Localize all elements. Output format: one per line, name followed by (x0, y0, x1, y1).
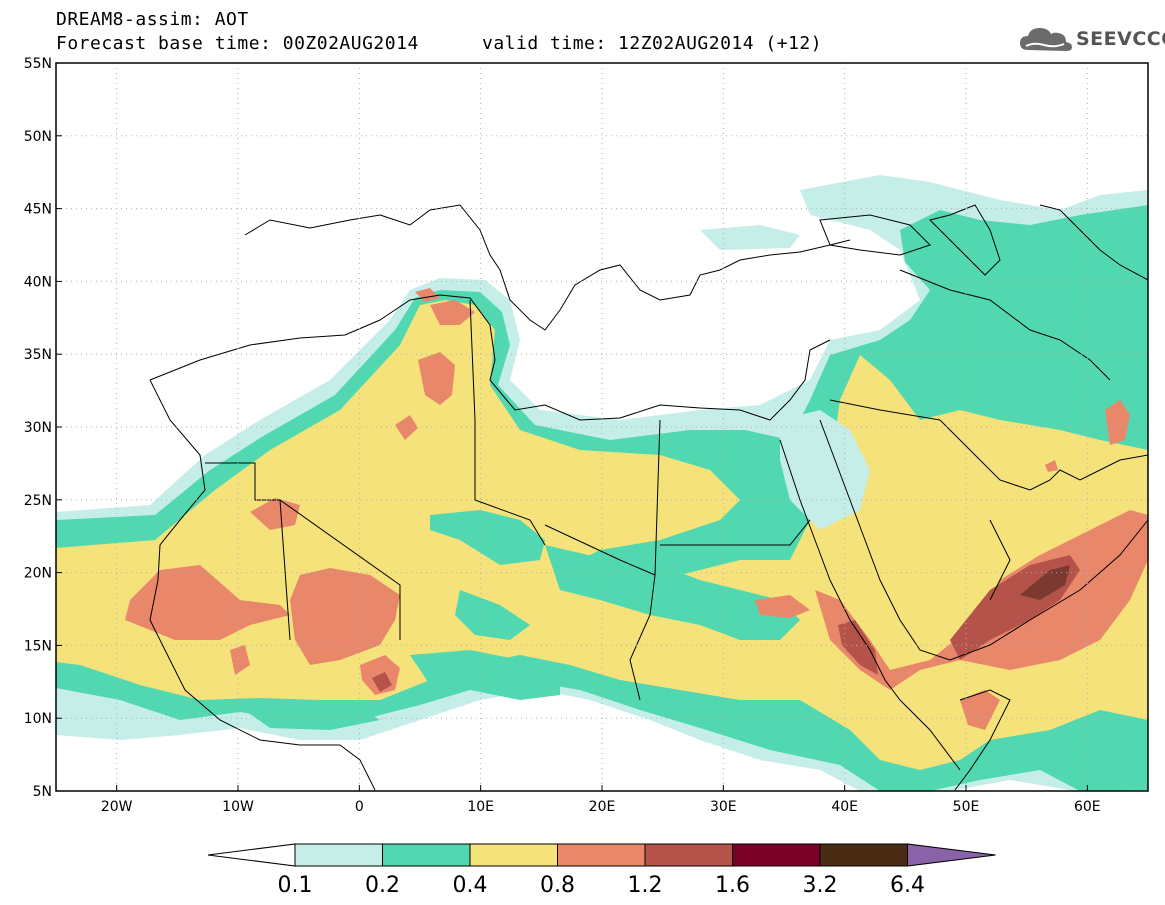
border (279, 499, 401, 640)
aot-level-0.8 (415, 288, 440, 302)
aot-level-0.8 (250, 498, 300, 530)
lat-tick-label: 15N (24, 638, 52, 654)
coastline-red-sea (779, 439, 961, 771)
aot-level-0.8 (960, 690, 1000, 730)
colorbar-swatch (644, 843, 733, 867)
lon-tick-label: 30E (710, 799, 737, 815)
grid (56, 63, 1148, 791)
lat-tick-label: 55N (24, 56, 52, 72)
aot-patch (430, 510, 545, 565)
border (629, 574, 656, 701)
colorbar-label: 0.4 (453, 873, 488, 898)
longitude-axis: 20W 10W 0 10E 20E 30E 40E 50E 60E (101, 785, 1101, 815)
valid-time: valid time: 12Z02AUG2014 (+12) (482, 33, 823, 54)
colorbar-label: 6.4 (890, 873, 925, 898)
aot-level-0.8 (815, 510, 1148, 690)
seevccc-logo: SEEVCCC (1018, 24, 1165, 54)
aot-patch (230, 700, 380, 730)
colorbar-swatch (732, 843, 821, 867)
lon-tick-label: 20E (589, 799, 616, 815)
aot-patch (780, 410, 870, 530)
border (829, 399, 941, 421)
lat-tick-label: 30N (24, 420, 52, 436)
lat-tick-label: 45N (24, 202, 52, 218)
aot-level-0.8 (125, 565, 290, 640)
lon-tick-label: 40E (831, 799, 858, 815)
border (899, 269, 1111, 381)
border (660, 519, 811, 546)
aot-level-0.8 (430, 300, 475, 325)
lat-tick-label: 5N (33, 784, 52, 800)
coastline-west-africa (149, 379, 376, 791)
aot-level-0.8 (1105, 400, 1130, 445)
aot-level-0.8 (755, 595, 810, 618)
colorbar-swatch (382, 843, 471, 867)
plot-title: DREAM8-assim: AOT (56, 9, 249, 30)
coastline-black-sea (819, 214, 931, 256)
lon-tick-label: 0 (355, 799, 364, 815)
colorbar-swatch (557, 843, 646, 867)
coastline-caspian (929, 204, 1001, 276)
header: DREAM8-assim: AOT Forecast base time: 00… (0, 0, 1165, 60)
aot-level-0.8 (290, 568, 400, 665)
aot-patch (545, 545, 800, 640)
lat-tick-label: 20N (24, 566, 52, 582)
lon-tick-label: 10E (467, 799, 494, 815)
colorbar-label: 1.6 (715, 873, 750, 898)
coastlines (149, 204, 1148, 791)
colorbar-label: 3.2 (803, 873, 838, 898)
forecast-base-time: Forecast base time: 00Z02AUG2014 (56, 33, 419, 54)
border (989, 519, 1011, 601)
lon-tick-label: 20W (101, 799, 133, 815)
lon-tick-label: 50E (953, 799, 980, 815)
aot-level-0.8 (418, 352, 455, 405)
aot-patch (455, 590, 530, 640)
border (544, 419, 661, 576)
border (469, 299, 546, 546)
lat-tick-label: 35N (24, 347, 52, 363)
colorbar-swatch (819, 843, 908, 867)
aot-patch (410, 650, 560, 700)
aot-level-1.2 (838, 620, 878, 675)
coastline-arabia (819, 419, 1148, 661)
aot-level-1.2 (1020, 565, 1070, 600)
lon-tick-label: 10W (222, 799, 254, 815)
border (1039, 204, 1148, 281)
aot-level-0.8 (230, 645, 250, 675)
colorbar-label: 0.1 (278, 873, 313, 898)
aot-patch (700, 225, 800, 250)
aot-level-0.8 (1045, 460, 1058, 472)
aot-patch (650, 690, 830, 735)
lat-tick-label: 25N (24, 493, 52, 509)
colorbar: 0.1 0.2 0.4 0.8 1.2 1.6 3.2 6.4 (207, 843, 996, 898)
coastline-north-africa (149, 294, 831, 421)
coastline-med (244, 204, 851, 331)
coastline-gulf (939, 419, 1148, 491)
colorbar-label: 1.2 (628, 873, 663, 898)
colorbar-swatch (469, 843, 558, 867)
latitude-axis: 55N 50N 45N 40N 35N 30N 25N 20N 15N 10N 5N (24, 56, 62, 800)
lon-tick-label: 60E (1074, 799, 1101, 815)
colorbar-label: 0.2 (365, 873, 400, 898)
logo-text: SEEVCCC (1076, 28, 1165, 50)
aot-level-1.2 (372, 672, 392, 692)
colorbar-extend-high (907, 843, 996, 867)
coastline-horn (954, 689, 1011, 791)
cloud-icon (1020, 28, 1072, 51)
lat-tick-label: 40N (24, 274, 52, 290)
lat-tick-label: 50N (24, 129, 52, 145)
lat-tick-label: 10N (24, 711, 52, 727)
colorbar-swatch (294, 843, 383, 867)
colorbar-extend-low (207, 843, 296, 867)
colorbar-label: 0.8 (540, 873, 575, 898)
